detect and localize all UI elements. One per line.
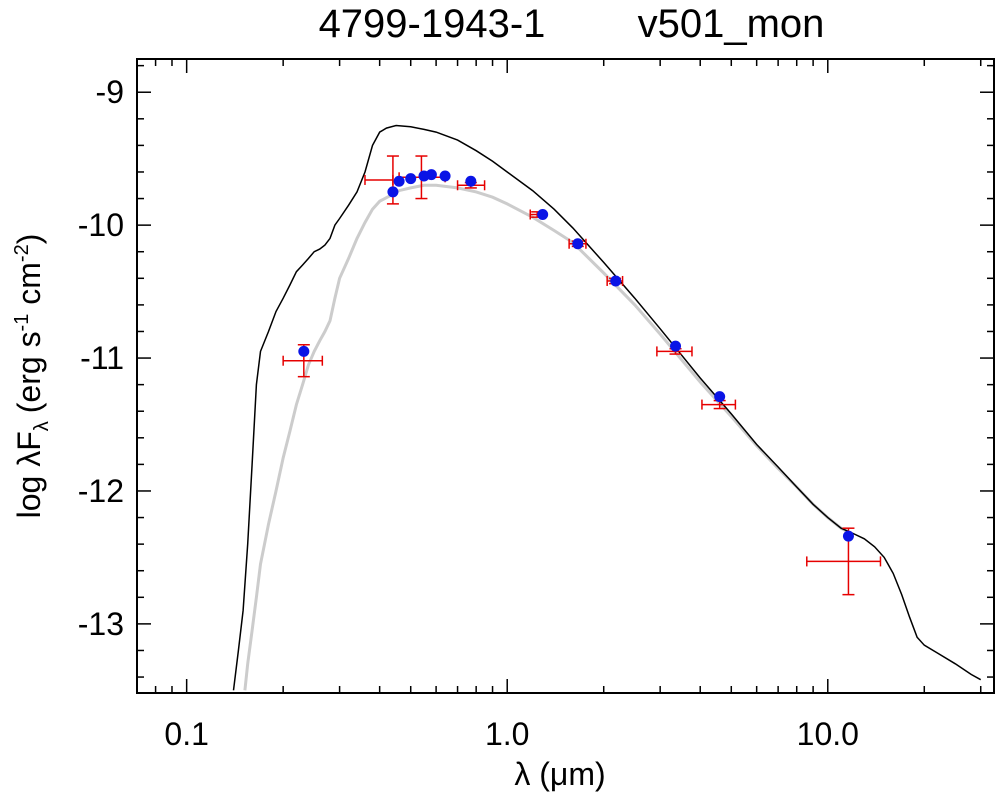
model-point-13 bbox=[842, 530, 854, 542]
y-axis-label-unit: (erg s bbox=[11, 331, 47, 413]
y-tick-label: -10 bbox=[78, 207, 124, 243]
model-spectrum-curve bbox=[232, 124, 982, 691]
x-axis-label: λ (μm) bbox=[514, 756, 605, 792]
x-tick-label: 10.0 bbox=[797, 716, 859, 752]
x-tick-labels: 0.1 1.0 10.0 bbox=[164, 716, 859, 752]
model-point-1 bbox=[387, 186, 399, 198]
y-tick-labels: -9 -10 -11 -12 -13 bbox=[78, 74, 124, 642]
x-tick-label: 0.1 bbox=[164, 716, 208, 752]
axis-ticks bbox=[136, 59, 994, 693]
model-point-8 bbox=[537, 209, 549, 221]
model-point-2 bbox=[393, 175, 405, 187]
model-point-12 bbox=[714, 391, 726, 403]
model-point-3 bbox=[405, 173, 417, 185]
y-tick-label: -11 bbox=[80, 340, 124, 376]
plot-frame bbox=[136, 58, 995, 694]
model-point-0 bbox=[298, 345, 310, 357]
reddened-model-curve bbox=[243, 183, 854, 691]
y-axis-label-sub: λ bbox=[31, 421, 53, 431]
chart-title-left: 4799-1943-1 bbox=[319, 2, 546, 46]
model-point-7 bbox=[465, 175, 477, 187]
model-point-6 bbox=[439, 170, 451, 182]
y-tick-label: -12 bbox=[78, 473, 124, 509]
plot-area bbox=[232, 124, 982, 691]
model-point-11 bbox=[670, 340, 682, 352]
y-axis-label-exp1: -1 bbox=[11, 314, 33, 332]
chart-title-right: v501_mon bbox=[638, 2, 825, 46]
y-axis-label-main: log λF bbox=[11, 431, 47, 518]
model-point-10 bbox=[610, 275, 622, 287]
x-tick-label: 1.0 bbox=[485, 716, 529, 752]
model-point-9 bbox=[572, 238, 584, 250]
y-axis-label-mid: cm bbox=[11, 262, 47, 314]
y-axis-label-close: ) bbox=[11, 234, 47, 245]
model-point-5 bbox=[425, 169, 437, 181]
y-axis-label: log λFλ (erg s-1 cm-2) bbox=[11, 234, 53, 519]
y-axis-label-exp2: -2 bbox=[11, 244, 33, 262]
y-tick-label: -9 bbox=[96, 74, 124, 110]
y-tick-label: -13 bbox=[78, 606, 124, 642]
